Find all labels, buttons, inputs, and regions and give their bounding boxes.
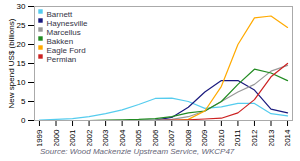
svg-text:Bakken: Bakken bbox=[47, 37, 74, 46]
svg-text:Haynesville: Haynesville bbox=[47, 19, 88, 28]
svg-text:2005: 2005 bbox=[134, 129, 143, 146]
svg-text:Barnett: Barnett bbox=[47, 10, 74, 19]
svg-text:2003: 2003 bbox=[101, 129, 110, 146]
svg-text:0: 0 bbox=[21, 116, 26, 125]
svg-text:2011: 2011 bbox=[233, 129, 242, 146]
svg-text:2007: 2007 bbox=[167, 129, 176, 146]
svg-text:2008: 2008 bbox=[184, 129, 193, 146]
svg-text:2001: 2001 bbox=[68, 129, 77, 146]
svg-text:2014: 2014 bbox=[283, 129, 292, 146]
svg-text:25: 25 bbox=[17, 21, 26, 30]
svg-text:2004: 2004 bbox=[118, 129, 127, 146]
svg-text:15: 15 bbox=[17, 59, 26, 68]
svg-text:2009: 2009 bbox=[200, 129, 209, 146]
svg-text:2013: 2013 bbox=[267, 129, 276, 146]
svg-text:2000: 2000 bbox=[52, 129, 61, 146]
svg-text:10: 10 bbox=[17, 78, 26, 87]
html-text:Source: Wood Mackenzie Upstrea: Source: Wood Mackenzie Upstream Service,… bbox=[40, 147, 235, 156]
svg-text:5: 5 bbox=[21, 97, 26, 106]
svg-text:30: 30 bbox=[17, 2, 26, 11]
svg-text:20: 20 bbox=[17, 40, 26, 49]
svg-text:New spend US$ (billions): New spend US$ (billions) bbox=[7, 18, 16, 108]
svg-text:2010: 2010 bbox=[217, 129, 226, 146]
svg-text:2012: 2012 bbox=[250, 129, 259, 146]
svg-text:2006: 2006 bbox=[151, 129, 160, 146]
svg-text:Eagle Ford: Eagle Ford bbox=[47, 46, 86, 55]
svg-text:Marcellus: Marcellus bbox=[47, 28, 81, 37]
svg-text:1999: 1999 bbox=[35, 129, 44, 146]
svg-text:2002: 2002 bbox=[85, 129, 94, 146]
svg-text:Permian: Permian bbox=[47, 55, 77, 64]
